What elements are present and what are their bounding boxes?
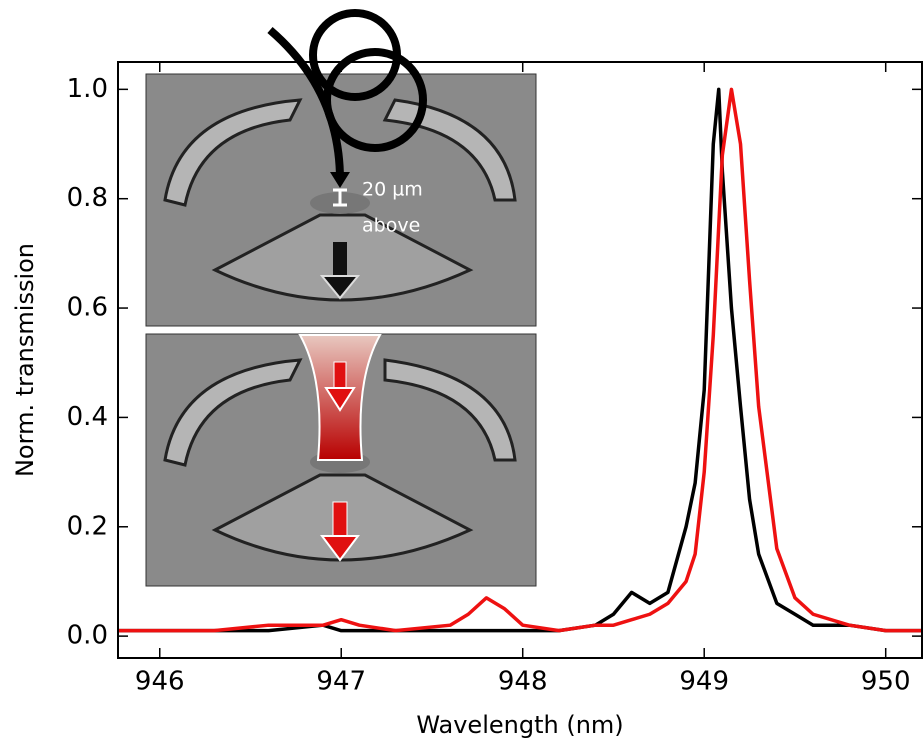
annotation: above [362, 215, 420, 237]
line-series [118, 87, 922, 633]
x-tick-label: 947 [316, 667, 366, 697]
inset-bottom [145, 333, 537, 587]
annotation: 20 µm [362, 179, 423, 201]
x-tick-label: 946 [135, 667, 185, 697]
y-tick-label: 0.0 [67, 621, 108, 651]
y-tick-label: 0.2 [67, 511, 108, 541]
y-tick-label: 0.6 [67, 293, 108, 323]
x-tick-label: 949 [679, 667, 729, 697]
y-tick-label: 0.8 [67, 183, 108, 213]
inset-top: 20 µm above [145, 9, 537, 327]
line-series [118, 87, 922, 633]
x-tick-label: 948 [498, 667, 548, 697]
plot-frame [117, 61, 923, 659]
y-axis-label: Norm. transmission [11, 243, 39, 477]
y-tick-label: 1.0 [67, 74, 108, 104]
y-tick-label: 0.4 [67, 402, 108, 432]
x-axis-label: Wavelength (nm) [416, 711, 623, 739]
x-tick-label: 950 [861, 667, 911, 697]
